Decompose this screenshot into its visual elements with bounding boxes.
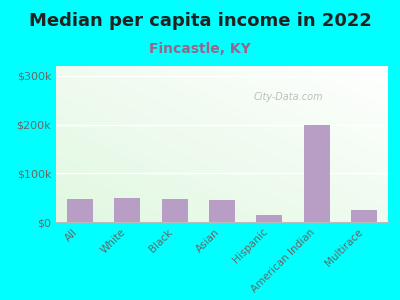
Bar xyxy=(114,198,140,222)
Bar xyxy=(162,199,188,222)
Bar xyxy=(351,210,377,222)
Bar xyxy=(209,200,235,222)
Bar xyxy=(304,124,330,222)
Bar xyxy=(67,199,93,222)
Bar xyxy=(256,215,282,222)
Text: Median per capita income in 2022: Median per capita income in 2022 xyxy=(28,12,372,30)
Text: City-Data.com: City-Data.com xyxy=(254,92,323,102)
Text: Fincastle, KY: Fincastle, KY xyxy=(149,42,251,56)
